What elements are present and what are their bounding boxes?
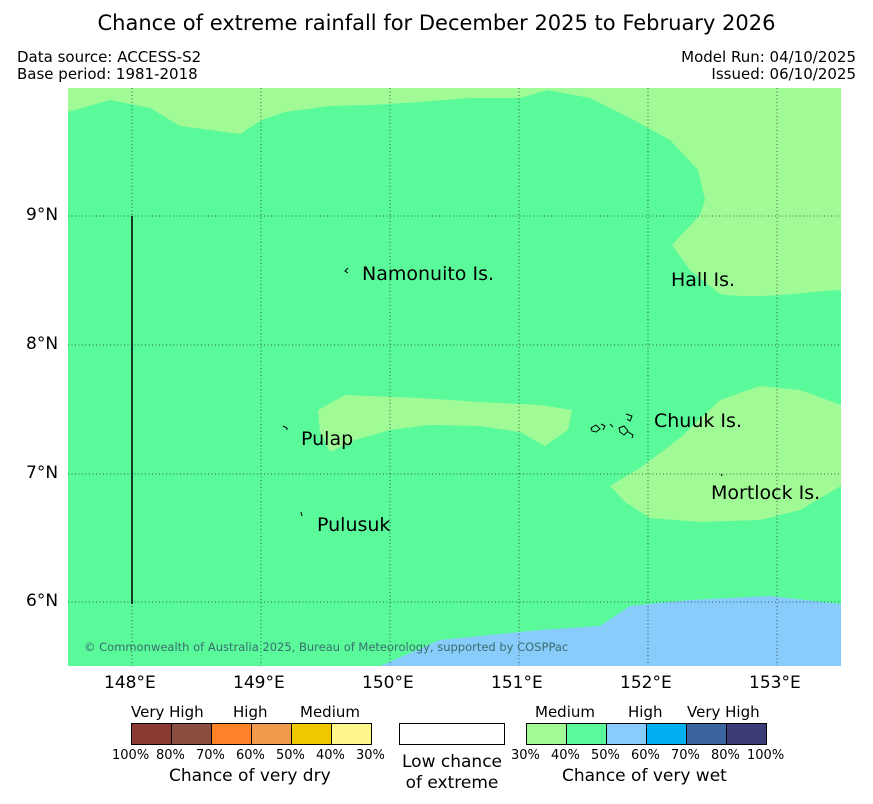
dry-swatch bbox=[211, 723, 252, 745]
wet-tick: 100% bbox=[747, 748, 785, 763]
dry-tick: 50% bbox=[276, 748, 305, 763]
region-light-southeast bbox=[610, 386, 841, 522]
wet-tick: 60% bbox=[631, 748, 660, 763]
meta-left: Data source: ACCESS-S2 Base period: 1981… bbox=[17, 49, 201, 83]
island-namonuito bbox=[344, 267, 349, 274]
wet-swatch bbox=[606, 723, 647, 745]
wet-tick: 70% bbox=[671, 748, 700, 763]
place-label-chuuk: Chuuk Is. bbox=[654, 410, 742, 432]
place-label-pulap: Pulap bbox=[301, 428, 354, 450]
meta-right: Model Run: 04/10/2025 Issued: 06/10/2025 bbox=[681, 49, 856, 83]
island-mortlock bbox=[720, 473, 723, 477]
lat-label: 7°N bbox=[26, 463, 59, 483]
region-wet-high bbox=[380, 596, 841, 666]
gridlines bbox=[68, 88, 841, 666]
lon-label: 153°E bbox=[749, 673, 801, 693]
place-label-namonuito: Namonuito Is. bbox=[362, 263, 495, 285]
island-chuuk-5 bbox=[625, 413, 633, 422]
wet-category-very-high: Very High bbox=[687, 703, 760, 721]
neutral-caption-line2: of extreme bbox=[405, 773, 499, 793]
place-label-mortlock: Mortlock Is. bbox=[711, 482, 821, 504]
island-chuuk-3 bbox=[609, 423, 614, 428]
dry-tick: 40% bbox=[316, 748, 345, 763]
region-light-top bbox=[68, 88, 841, 297]
map-title: Chance of extreme rainfall for December … bbox=[97, 11, 776, 35]
wet-caption: Chance of very wet bbox=[562, 766, 727, 786]
dry-swatch bbox=[331, 723, 372, 745]
model-run: Model Run: 04/10/2025 bbox=[681, 48, 856, 66]
lat-label: 9°N bbox=[26, 205, 59, 225]
lon-label: 151°E bbox=[491, 673, 543, 693]
wet-tick: 30% bbox=[511, 748, 540, 763]
wet-tick: 80% bbox=[711, 748, 740, 763]
wet-category-medium: Medium bbox=[535, 703, 595, 721]
island-chuuk-2 bbox=[600, 423, 606, 431]
wet-category-high: High bbox=[628, 703, 663, 721]
data-source: Data source: ACCESS-S2 bbox=[17, 48, 202, 66]
dry-tick: 30% bbox=[356, 748, 385, 763]
island-pulap bbox=[282, 425, 288, 430]
island-pulusuk bbox=[300, 511, 303, 517]
wet-tick: 50% bbox=[591, 748, 620, 763]
wet-swatch bbox=[646, 723, 687, 745]
region-light-middle bbox=[318, 395, 572, 452]
neutral-caption-line1: Low chance bbox=[402, 752, 502, 772]
dry-swatch bbox=[171, 723, 212, 745]
dry-tick: 70% bbox=[196, 748, 225, 763]
map-canvas bbox=[68, 88, 841, 666]
map-area bbox=[68, 88, 841, 666]
wet-swatch bbox=[686, 723, 727, 745]
lat-label: 8°N bbox=[26, 334, 59, 354]
dry-tick: 60% bbox=[236, 748, 265, 763]
lon-label: 148°E bbox=[104, 673, 156, 693]
islands bbox=[282, 267, 723, 517]
dry-tick: 80% bbox=[156, 748, 185, 763]
dry-swatch bbox=[131, 723, 172, 745]
lon-label: 149°E bbox=[233, 673, 285, 693]
lon-label: 150°E bbox=[362, 673, 414, 693]
dry-category-very-high: Very High bbox=[131, 703, 204, 721]
issued-date: Issued: 06/10/2025 bbox=[711, 65, 856, 83]
wet-swatch bbox=[566, 723, 607, 745]
neutral-swatch bbox=[399, 723, 505, 745]
place-label-hall: Hall Is. bbox=[671, 269, 736, 291]
lon-label: 152°E bbox=[620, 673, 672, 693]
dry-tick: 100% bbox=[112, 748, 150, 763]
wet-swatch bbox=[526, 723, 567, 745]
island-chuuk-6 bbox=[627, 431, 634, 439]
wet-swatch bbox=[726, 723, 767, 745]
dry-swatch bbox=[251, 723, 292, 745]
dry-caption: Chance of very dry bbox=[169, 766, 331, 786]
island-chuuk-1 bbox=[590, 424, 601, 433]
dry-category-high: High bbox=[233, 703, 268, 721]
copyright-text: © Commonwealth of Australia 2025, Bureau… bbox=[84, 640, 569, 654]
wet-tick: 40% bbox=[551, 748, 580, 763]
place-label-pulusuk: Pulusuk bbox=[317, 514, 391, 536]
base-period: Base period: 1981-2018 bbox=[17, 65, 198, 83]
dry-swatch bbox=[291, 723, 332, 745]
island-chuuk-4 bbox=[618, 425, 629, 436]
lat-label: 6°N bbox=[26, 591, 59, 611]
dry-category-medium: Medium bbox=[300, 703, 360, 721]
